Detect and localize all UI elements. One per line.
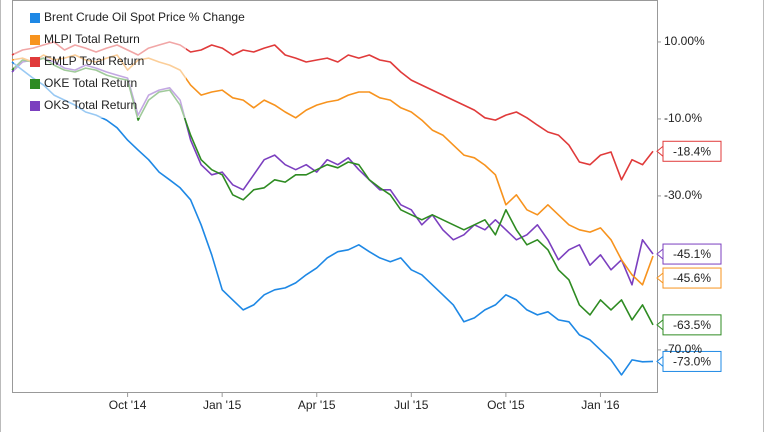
- x-tick-label: Oct '14: [109, 398, 147, 412]
- plot-frame: [12, 0, 658, 393]
- legend-swatch: [30, 101, 40, 111]
- legend-background: [14, 4, 186, 118]
- legend: Brent Crude Oil Spot Price % Change MLPI …: [14, 4, 245, 118]
- x-tick-label: Jan '15: [203, 398, 242, 412]
- label-box: [662, 267, 722, 289]
- legend-label: OKE Total Return: [44, 76, 137, 90]
- legend-swatch: [30, 57, 40, 67]
- legend-swatch: [30, 13, 40, 23]
- label-box: [662, 140, 722, 162]
- value-label: -45.1%: [673, 247, 711, 261]
- series-line: [11, 61, 654, 376]
- legend-label: OKS Total Return: [44, 98, 137, 112]
- y-tick-label: 10.00%: [664, 34, 705, 48]
- x-tick-label: Apr '15: [298, 398, 336, 412]
- legend-label: MLPI Total Return: [44, 32, 140, 46]
- x-tick-label: Oct '15: [487, 398, 525, 412]
- value-label: -45.6%: [673, 271, 711, 285]
- label-box: [662, 350, 722, 372]
- legend-swatch: [30, 79, 40, 89]
- x-tick-label: Jul '15: [394, 398, 429, 412]
- y-tick-label: -10.0%: [664, 111, 702, 125]
- y-tick-label: -70.0%: [664, 342, 702, 356]
- legend-label: Brent Crude Oil Spot Price % Change: [44, 10, 245, 24]
- label-box: [662, 314, 722, 336]
- x-tick-label: Jan '16: [581, 398, 620, 412]
- label-box: [662, 243, 722, 265]
- value-label: -18.4%: [673, 144, 711, 158]
- value-label: -63.5%: [673, 318, 711, 332]
- value-label: -73.0%: [673, 355, 711, 369]
- end-labels: -73.0% -45.6% -18.4% -63.5% -45.1%: [656, 140, 722, 372]
- y-tick-label: -30.0%: [664, 188, 702, 202]
- legend-swatch: [30, 35, 40, 45]
- legend-label: EMLP Total Return: [44, 54, 144, 68]
